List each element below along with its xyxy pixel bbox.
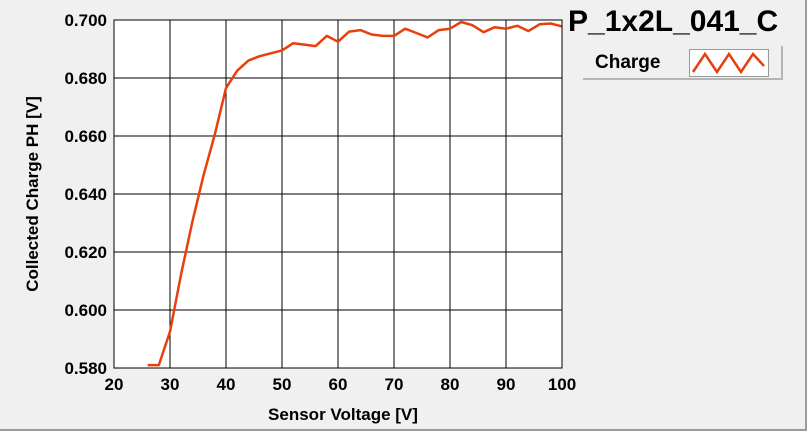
y-tick-label: 0.640: [64, 185, 107, 204]
series-layer: [147, 20, 563, 367]
y-tick-label: 0.680: [64, 69, 107, 88]
y-tick-label: 0.580: [64, 359, 107, 378]
y-tick-label: 0.660: [64, 127, 107, 146]
y-axis-title: Collected Charge PH [V]: [23, 96, 42, 292]
x-tick-label: 20: [105, 375, 124, 394]
x-tick-labels: 20 30 40 50 60 70 80 90 100: [105, 375, 577, 394]
plot-border: [113, 19, 563, 369]
series-line-charge: [147, 20, 563, 367]
y-tick-labels: 0.580 0.600 0.620 0.640 0.660 0.680 0.700: [64, 11, 107, 378]
y-tick-label: 0.620: [64, 243, 107, 262]
y-tick-label: 0.700: [64, 11, 107, 30]
x-tick-label: 40: [217, 375, 236, 394]
zigzag-line-icon: [689, 49, 769, 77]
x-tick-label: 60: [329, 375, 348, 394]
x-tick-label: 30: [161, 375, 180, 394]
y-tick-label: 0.600: [64, 301, 107, 320]
x-axis-title: Sensor Voltage [V]: [268, 405, 418, 424]
x-tick-label: 90: [497, 375, 516, 394]
chart-title: P_1x2L_041_C: [568, 5, 779, 38]
legend-label: Charge: [595, 52, 661, 73]
grid: [114, 20, 562, 368]
x-tick-label: 100: [548, 375, 576, 394]
x-tick-label: 70: [385, 375, 404, 394]
x-tick-label: 80: [441, 375, 460, 394]
legend[interactable]: Charge: [583, 46, 783, 80]
x-tick-label: 50: [273, 375, 292, 394]
